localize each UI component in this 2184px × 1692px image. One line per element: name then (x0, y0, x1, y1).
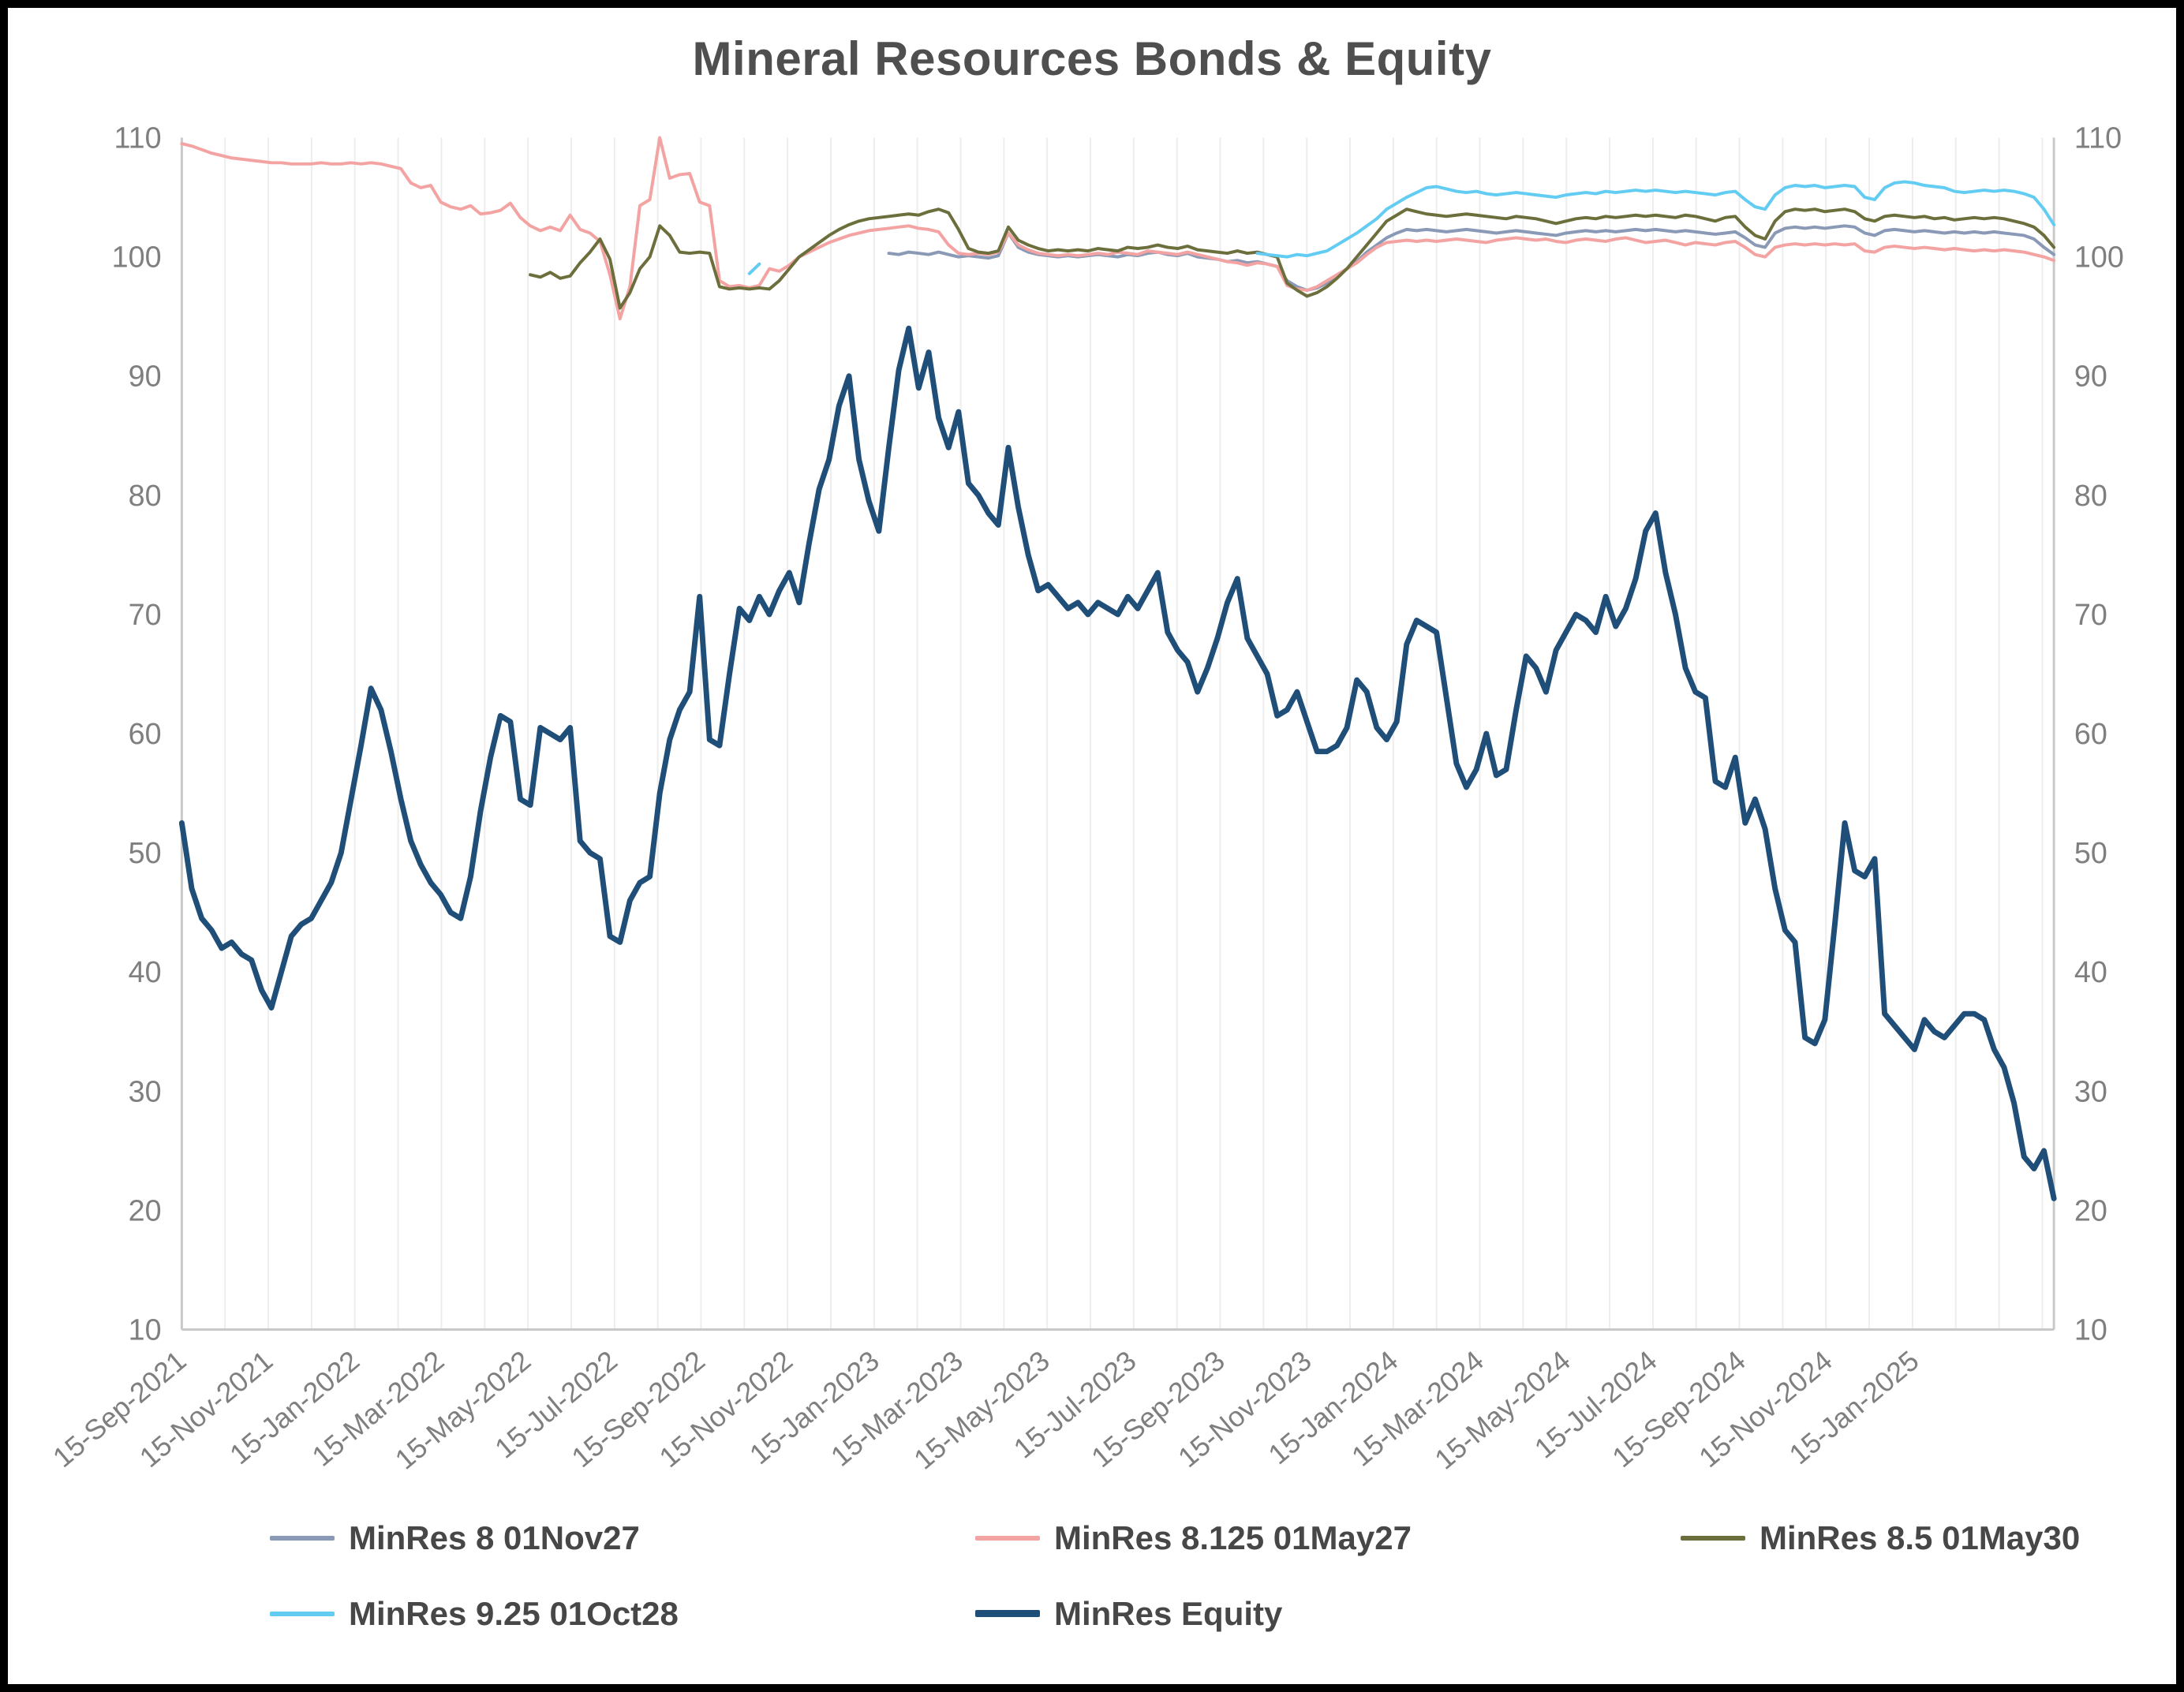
legend-label: MinRes 8.125 01May27 (1054, 1518, 1412, 1556)
series-line-minres-8-5-01may30 (529, 207, 2056, 310)
legend-swatch (975, 1535, 1040, 1541)
svg-text:40: 40 (2074, 955, 2107, 988)
y-axis-labels-right: 10 20 30 40 50 60 70 80 90 100 110 (2074, 121, 2124, 1346)
y-axis-labels-left: 10 20 30 40 50 60 70 80 90 100 110 (112, 121, 162, 1346)
svg-text:70: 70 (2074, 598, 2107, 631)
svg-text:50: 50 (129, 836, 162, 869)
svg-text:90: 90 (129, 360, 162, 393)
legend-swatch (270, 1535, 335, 1541)
legend-row: MinRes 8 01Nov27 MinRes 8.125 01May27 MinR… (270, 1500, 2176, 1576)
legend-swatch (270, 1611, 335, 1616)
legend-label: MinRes 8.5 01May30 (1760, 1518, 2081, 1556)
legend-label: MinRes 8 01Nov27 (349, 1518, 640, 1556)
svg-text:50: 50 (2074, 836, 2107, 869)
svg-text:60: 60 (2074, 717, 2107, 750)
svg-text:90: 90 (2074, 360, 2107, 393)
legend-swatch (1681, 1535, 1745, 1541)
svg-text:40: 40 (129, 955, 162, 988)
legend-item: MinRes 8 01Nov27 (270, 1519, 975, 1557)
svg-text:80: 80 (2074, 479, 2107, 512)
svg-text:30: 30 (129, 1074, 162, 1107)
legend-item: MinRes 8.5 01May30 (1681, 1519, 2080, 1557)
svg-text:10: 10 (129, 1313, 162, 1346)
legend-row: MinRes 9.25 01Oct28 MinRes Equity (270, 1576, 2176, 1652)
gridlines (181, 137, 2044, 1330)
legend-item: MinRes 8.125 01May27 (975, 1519, 1681, 1557)
svg-text:20: 20 (2074, 1193, 2107, 1227)
x-axis-labels: 15-Sep-202115-Nov-202115-Jan-202215-Mar-… (47, 1345, 1925, 1476)
series-lines (178, 136, 2057, 1201)
svg-text:100: 100 (112, 241, 162, 274)
legend-swatch (975, 1610, 1040, 1618)
series-line-minres-9-25-01oct28 (1255, 180, 2056, 259)
price-chart: 10 20 30 40 50 60 70 80 90 100 110 10 20 30 40 50 60 70 80… (47, 121, 2124, 1476)
svg-text:100: 100 (2074, 241, 2124, 274)
series-line-minres-8-01nov27 (887, 224, 2056, 292)
svg-text:30: 30 (2074, 1074, 2107, 1107)
axes (180, 137, 2055, 1332)
svg-text:110: 110 (2074, 121, 2122, 154)
series-line-minres-9-25-01oct28 (747, 262, 761, 275)
legend-label: MinRes Equity (1054, 1594, 1283, 1632)
svg-text:20: 20 (129, 1193, 162, 1227)
legend-label: MinRes 9.25 01Oct28 (349, 1594, 679, 1632)
legend: MinRes 8 01Nov27 MinRes 8.125 01May27 MinR… (8, 1500, 2176, 1652)
svg-text:80: 80 (129, 479, 162, 512)
series-line-minres-equity (178, 325, 2057, 1201)
svg-text:110: 110 (114, 121, 161, 154)
series-line-minres-8-125-01may27 (180, 136, 2056, 321)
legend-item: MinRes 9.25 01Oct28 (270, 1595, 975, 1633)
svg-text:60: 60 (129, 717, 162, 750)
svg-text:70: 70 (129, 598, 162, 631)
chart-title: Mineral Resources Bonds & Equity (692, 32, 1492, 85)
legend-item: MinRes Equity (975, 1595, 1282, 1633)
svg-text:10: 10 (2074, 1313, 2107, 1346)
